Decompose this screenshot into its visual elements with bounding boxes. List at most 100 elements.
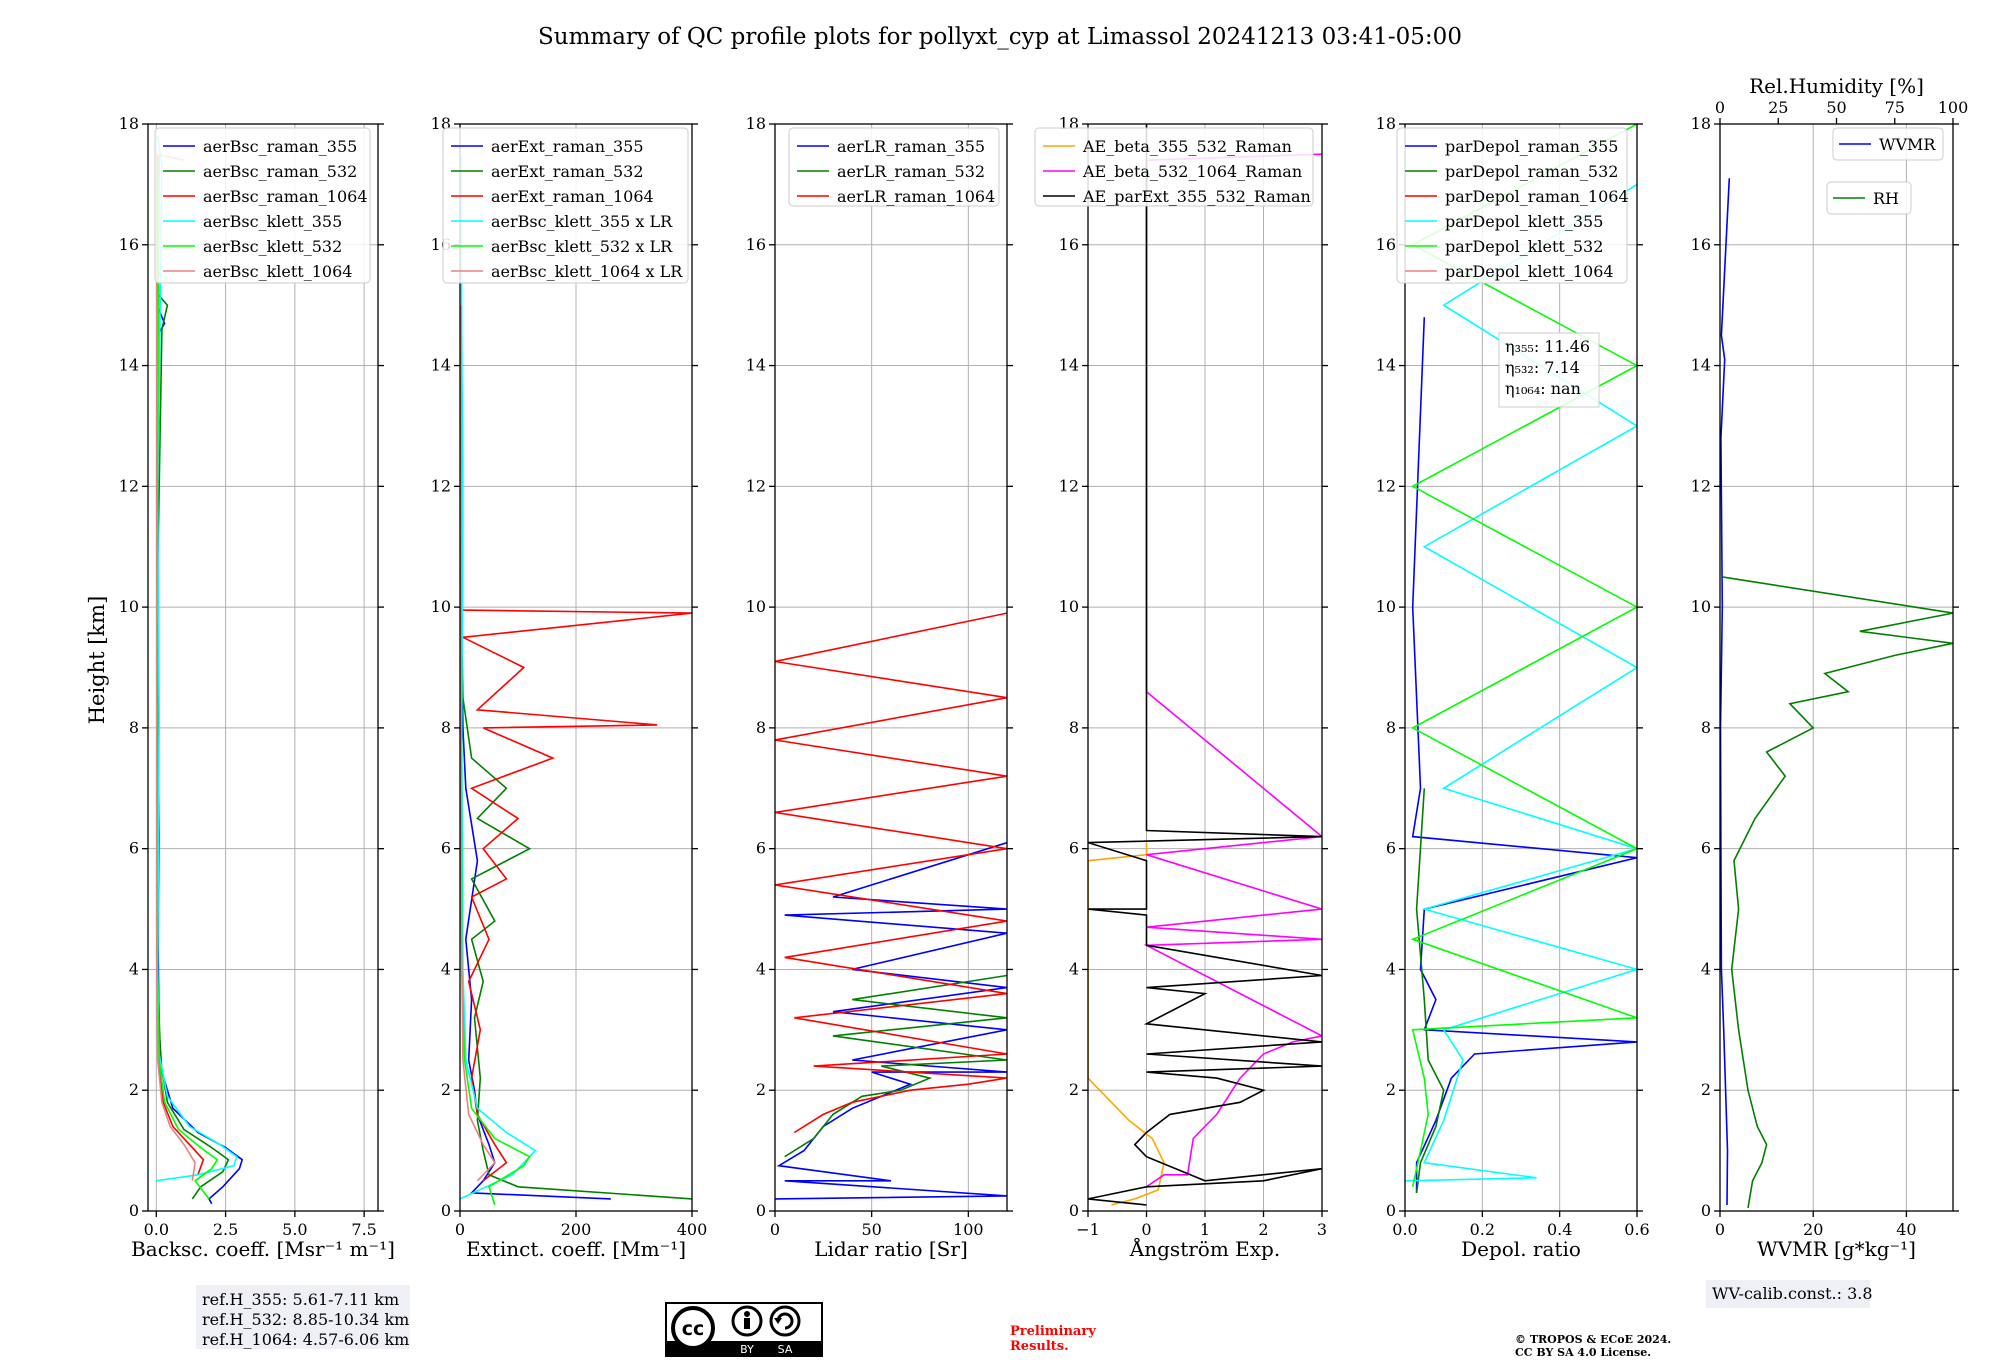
top-x-tick-label: 75 xyxy=(1885,98,1905,117)
ref-height-box xyxy=(196,1285,410,1349)
series-line-aerExt_raman_355 xyxy=(460,607,611,1200)
share-alike-icon xyxy=(769,1305,801,1337)
legend-box xyxy=(1034,127,1314,207)
ref-height-note: ref.H_355: 5.61-7.11 km xyxy=(202,1290,399,1309)
y-tick-label: 8 xyxy=(1386,718,1396,737)
legend-entry: parDepol_raman_355 xyxy=(1445,137,1618,156)
legend-entry: parDepol_klett_1064 xyxy=(1445,262,1614,281)
copyright-line-2: CC BY SA 4.0 License. xyxy=(1515,1346,1651,1359)
legend-entry: aerBsc_klett_532 xyxy=(203,237,342,256)
series-line-aerBsc_raman_532 xyxy=(156,292,230,1200)
x-axis-label: Extinct. coeff. [Mm⁻¹] xyxy=(466,1237,686,1261)
y-tick-label: 4 xyxy=(1386,959,1396,978)
y-tick-label: 0 xyxy=(129,1201,139,1220)
y-tick-label: 8 xyxy=(1701,718,1711,737)
series-line-AE_parExt_355_532_Raman xyxy=(1088,124,1322,1206)
y-tick-label: 8 xyxy=(1069,718,1079,737)
legend-entry: aerBsc_raman_355 xyxy=(203,137,357,156)
series-line-AE_beta_355_532_Raman xyxy=(1088,842,1165,1206)
x-tick-label: 40 xyxy=(1896,1220,1916,1239)
preliminary-line-1: Preliminary xyxy=(1010,1324,1096,1339)
legend-entry: parDepol_raman_532 xyxy=(1445,162,1618,181)
plot-frame xyxy=(147,123,379,1212)
legend-entry: aerExt_raman_532 xyxy=(491,162,644,181)
y-tick-label: 0 xyxy=(1386,1201,1396,1220)
series-line-AE_beta_532_1064_Raman xyxy=(1143,153,1322,1188)
legend-ae: AE_beta_355_532_Raman AE_beta_532_1064_Ra… xyxy=(1034,127,1314,207)
top-x-tick-label: 100 xyxy=(1938,98,1969,117)
y-tick-label: 10 xyxy=(119,597,139,616)
legend-box xyxy=(788,127,1000,207)
y-tick-label: 12 xyxy=(746,476,766,495)
x-tick-label: 100 xyxy=(953,1220,984,1239)
y-tick-label: 12 xyxy=(431,476,451,495)
x-tick-label: 50 xyxy=(861,1220,881,1239)
plot-frame xyxy=(1404,123,1638,1212)
x-tick-label: 5.0 xyxy=(282,1220,307,1239)
cc-by-label: BY xyxy=(740,1343,754,1356)
x-tick-label: 200 xyxy=(561,1220,592,1239)
x-axis-label: WVMR [g*kg⁻¹] xyxy=(1757,1237,1916,1261)
legend-wv: WVMR RH xyxy=(1826,127,1944,215)
series-group xyxy=(1720,178,1953,1209)
legend-entry: parDepol_raman_1064 xyxy=(1445,187,1629,206)
y-tick-label: 18 xyxy=(1691,114,1711,133)
series-line-aerExt_raman_532 xyxy=(460,607,692,1200)
legend-entry: WVMR xyxy=(1879,135,1936,154)
legend-entry: aerBsc_klett_1064 xyxy=(203,262,352,281)
legend-dep: parDepol_raman_355 parDepol_raman_532 parD… xyxy=(1396,127,1629,284)
x-tick-label: 0 xyxy=(770,1220,780,1239)
y-tick-label: 2 xyxy=(1069,1080,1079,1099)
legend-entry: parDepol_klett_355 xyxy=(1445,212,1603,231)
series-line-RH xyxy=(1722,576,1953,1209)
y-tick-label: 8 xyxy=(441,718,451,737)
legend-box xyxy=(1832,127,1944,161)
y-tick-label: 12 xyxy=(1059,476,1079,495)
series-line-parDepol_klett_532 xyxy=(1410,124,1637,1187)
legend-entry: AE_parExt_355_532_Raman xyxy=(1082,187,1311,206)
legend-entry: aerLR_raman_355 xyxy=(837,137,985,156)
legend-entry: aerBsc_klett_532 x LR xyxy=(491,237,673,256)
x-tick-label: 0 xyxy=(1141,1220,1151,1239)
copyright-line-1: © TROPOS & ECoE 2024. xyxy=(1515,1333,1671,1346)
y-tick-label: 10 xyxy=(746,597,766,616)
legend-entry: aerExt_raman_1064 xyxy=(491,187,654,206)
series-line-aerBsc_raman_355 xyxy=(156,304,244,1205)
y-tick-label: 12 xyxy=(1376,476,1396,495)
series-line-aerLR_raman_355 xyxy=(775,841,1007,1200)
x-tick-label: 1 xyxy=(1200,1220,1210,1239)
x-tick-label: 2 xyxy=(1258,1220,1268,1239)
x-tick-label: 3 xyxy=(1317,1220,1327,1239)
top-x-tick-label: 0 xyxy=(1715,98,1725,117)
y-tick-label: 14 xyxy=(119,356,139,375)
x-tick-label: 0.2 xyxy=(1470,1220,1495,1239)
y-tick-label: 2 xyxy=(129,1080,139,1099)
preliminary-line-2: Results. xyxy=(1010,1339,1069,1354)
legend-entry: aerBsc_klett_1064 x LR xyxy=(491,262,683,281)
top-x-axis-label: Rel.Humidity [%] xyxy=(1749,74,1924,98)
y-tick-label: 10 xyxy=(431,597,451,616)
panel-dep: 0 2 4 6 8 10 12 14 16 18 0.0 0.2 0.4 0.6 Depol. ratio p… xyxy=(1376,114,1650,1261)
cc-license-badge[interactable]: cc BY SA xyxy=(665,1302,823,1357)
cc-sa-label: SA xyxy=(778,1343,793,1356)
plot-frame xyxy=(1719,123,1954,1212)
series-group xyxy=(156,135,244,1205)
y-tick-label: 10 xyxy=(1059,597,1079,616)
x-tick-label: −1 xyxy=(1076,1220,1100,1239)
legend-bsc: aerBsc_raman_355 aerBsc_raman_532 aerBsc_r… xyxy=(154,127,371,284)
y-tick-label: 8 xyxy=(129,718,139,737)
legend-entry: aerBsc_raman_532 xyxy=(203,162,357,181)
y-tick-label: 6 xyxy=(1386,839,1396,858)
calib-box xyxy=(1706,1280,1870,1308)
y-axis-label: Height [km] xyxy=(85,596,109,725)
x-tick-label: 0.4 xyxy=(1547,1220,1572,1239)
y-tick-label: 12 xyxy=(119,476,139,495)
x-tick-label: 0 xyxy=(1715,1220,1725,1239)
y-tick-label: 6 xyxy=(756,839,766,858)
x-tick-label: 0.0 xyxy=(144,1220,169,1239)
y-tick-label: 14 xyxy=(1059,356,1079,375)
y-tick-label: 4 xyxy=(1069,959,1079,978)
